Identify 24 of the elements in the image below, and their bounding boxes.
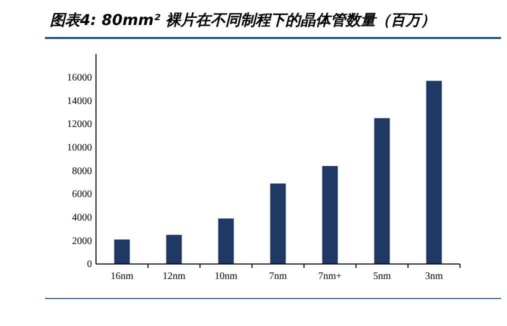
y-tick-label: 2000 bbox=[72, 236, 92, 247]
y-tick-label: 0 bbox=[87, 259, 92, 270]
x-tick-label: 12nm bbox=[162, 271, 186, 282]
y-tick-label: 12000 bbox=[67, 119, 92, 130]
bar bbox=[114, 240, 130, 264]
chart-title: 图表4: 80mm² 裸片在不同制程下的晶体管数量（百万） bbox=[50, 11, 436, 29]
x-tick-label: 10nm bbox=[214, 271, 238, 282]
y-tick-label: 6000 bbox=[72, 189, 92, 200]
y-tick-label: 10000 bbox=[67, 142, 92, 154]
y-tick-label: 8000 bbox=[72, 166, 92, 177]
bar bbox=[322, 166, 338, 264]
bar bbox=[166, 234, 182, 264]
x-tick-label: 3nm bbox=[425, 271, 444, 282]
bar bbox=[374, 118, 390, 264]
x-tick-label: 7nm bbox=[269, 271, 288, 282]
bar bbox=[270, 184, 286, 264]
bar bbox=[426, 80, 442, 264]
x-tick-label: 16nm bbox=[110, 271, 134, 282]
y-tick-label: 16000 bbox=[67, 72, 92, 84]
x-tick-label: 7nm+ bbox=[318, 271, 342, 282]
y-tick-label: 4000 bbox=[72, 212, 92, 224]
x-tick-label: 5nm bbox=[373, 271, 392, 282]
bar bbox=[218, 218, 234, 264]
y-tick-label: 14000 bbox=[67, 96, 92, 107]
